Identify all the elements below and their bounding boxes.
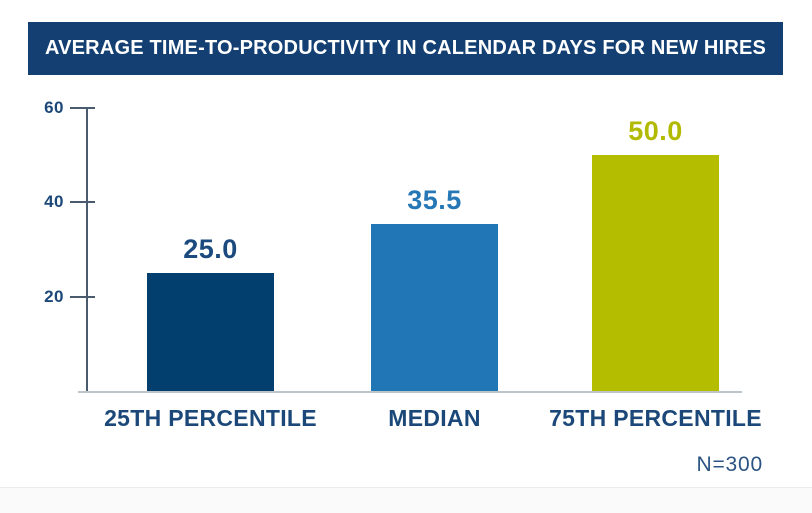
x-axis-line [78,391,742,393]
bar-median [371,223,498,391]
sample-size-note: N=300 [696,453,763,476]
chart-title: AVERAGE TIME-TO-PRODUCTIVITY IN CALENDAR… [44,37,767,59]
value-label-median: 35.5 [407,184,462,215]
value-label-75th-percentile: 50.0 [628,116,683,147]
category-label-75th-percentile: 75TH PERCENTILE [549,405,762,431]
y-tick-mark [70,201,95,204]
category-label-25th-percentile: 25TH PERCENTILE [104,405,317,431]
bar-25th-percentile [147,273,274,391]
value-label-25th-percentile: 25.0 [183,234,238,265]
y-tick-mark [70,107,95,109]
y-tick-label: 40 [44,192,64,212]
y-tick-mark [70,295,95,298]
bar-75th-percentile [592,155,719,391]
category-label-median: MEDIAN [388,405,481,431]
y-tick-label: 20 [44,286,64,306]
y-axis-line [86,108,88,391]
chart-title-banner: AVERAGE TIME-TO-PRODUCTIVITY IN CALENDAR… [28,22,783,75]
bottom-strip [0,487,812,513]
y-tick-label: 60 [44,98,64,117]
